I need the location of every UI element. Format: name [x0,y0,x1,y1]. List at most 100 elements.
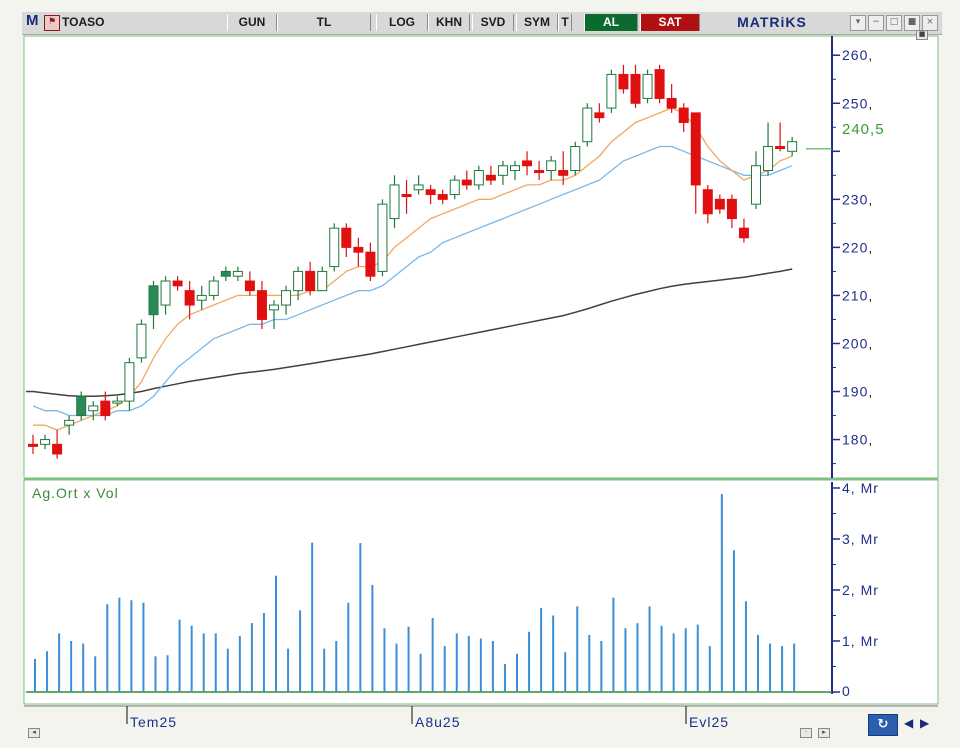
candle-body [220,270,231,277]
candle-body [558,170,569,176]
price-tick-label: 250, [842,95,873,111]
candle-body [449,179,460,196]
candle-body [666,97,677,109]
candle-body [702,189,713,215]
price-tick-label: 230, [842,191,873,207]
toolbar: M ⚑ TOASO GUN TL LOG KHN SVD SYM T AL SA… [22,12,942,35]
candle-body [76,395,87,417]
candle-body [100,400,111,417]
volume-bars [34,494,796,692]
candle-body [64,419,75,426]
volume-tick-label: 0 [842,683,851,699]
price-tick-label: 220, [842,239,873,255]
matriks-brand: MATRiKS [737,14,807,30]
candle-body [124,362,135,402]
refresh-icon[interactable]: ↻ [868,714,898,736]
scroll-left-icon[interactable]: ◀ [904,716,914,730]
volume-tick-label: 4, Mr [842,480,879,496]
khn-button[interactable]: KHN [428,14,470,31]
candle-body [353,246,364,253]
candle-body [738,227,749,239]
candle-body [377,203,388,272]
candle-body [365,251,376,277]
log-button[interactable]: LOG [376,14,428,31]
scroll-right-icon[interactable]: ▶ [920,716,930,730]
volume-tick-label: 3, Mr [842,531,879,547]
maximize-icon[interactable]: ■ [904,15,920,31]
candle-body [148,285,159,316]
candle-body [244,280,255,292]
price-tick-label: 260, [842,47,873,63]
candle-body [437,194,448,200]
candle-body [40,439,51,445]
candle-body [714,198,725,210]
symbol-label[interactable]: TOASO [62,15,105,29]
candle-body [751,165,761,205]
buy-button[interactable]: AL [584,14,638,31]
close-icon[interactable]: × [922,15,938,31]
candle-body [401,194,412,198]
candle-body [341,227,352,248]
brand-logo[interactable]: M [26,12,39,29]
candle-body [654,69,665,99]
scroll-mid-small-icon[interactable]: · [800,728,812,738]
candle-body [630,73,641,104]
candle-body [28,443,38,447]
candle-body [775,146,786,149]
ma-long-line [32,268,793,398]
candle-body [293,270,304,292]
candle-body [606,73,617,109]
candle-body [690,112,701,186]
candle-body [184,290,195,306]
period-button-gun[interactable]: GUN [227,14,277,31]
candle-body [642,73,653,99]
candle-body [269,304,279,311]
svd-button[interactable]: SVD [472,14,514,31]
flag-icon[interactable]: ⚑ [44,15,60,31]
scroll-right-small-icon[interactable]: ▸ [818,728,830,738]
candle-body [160,280,171,306]
candle-body [136,323,147,359]
candle-body [522,160,533,167]
candle-body [546,160,557,172]
price-axis-ticks: 180, 190, 200, 210, 220, 230, 250, 260, [832,47,873,465]
t-button[interactable]: T [558,14,572,31]
candle-body [317,270,328,292]
price-tick-label: 210, [842,287,873,303]
candle-body [196,294,207,301]
currency-button-tl[interactable]: TL [277,14,371,31]
candle-body [413,184,424,191]
ma-short-line [33,107,793,431]
candle-body [389,184,400,220]
ma-mid-line [32,145,793,417]
candle-body [305,270,316,292]
candle-body [208,280,219,296]
candle-body [510,165,520,172]
candlesticks [28,64,798,459]
candle-body [425,189,436,196]
panel-toggle-icon[interactable]: ■ [916,30,928,40]
volume-axis-ticks: 0 1, Mr 2, Mr 3, Mr 4, Mr [832,480,879,699]
date-label: Evl25 [689,714,729,730]
candle-body [618,73,629,90]
dropdown-icon[interactable]: ▾ [850,15,866,31]
candle-body [497,165,508,176]
restore-icon[interactable]: □ [886,15,902,31]
sym-button[interactable]: SYM [516,14,558,31]
candle-body [52,443,63,455]
candle-body [461,179,472,186]
moving-averages [26,107,793,431]
candle-body [787,141,798,152]
volume-title: Ag.Ort x Vol [32,485,119,501]
date-label: Tem25 [130,714,177,730]
sell-button[interactable]: SAT [640,14,700,31]
minimize-icon[interactable]: − [868,15,884,31]
candle-body [678,107,689,123]
scroll-left-small-icon[interactable]: ◂ [28,728,40,738]
price-tick-label: 200, [842,335,873,351]
last-price-marker: 240,5 [806,121,884,150]
price-tick-label: 190, [842,384,873,400]
candle-body [534,170,545,174]
